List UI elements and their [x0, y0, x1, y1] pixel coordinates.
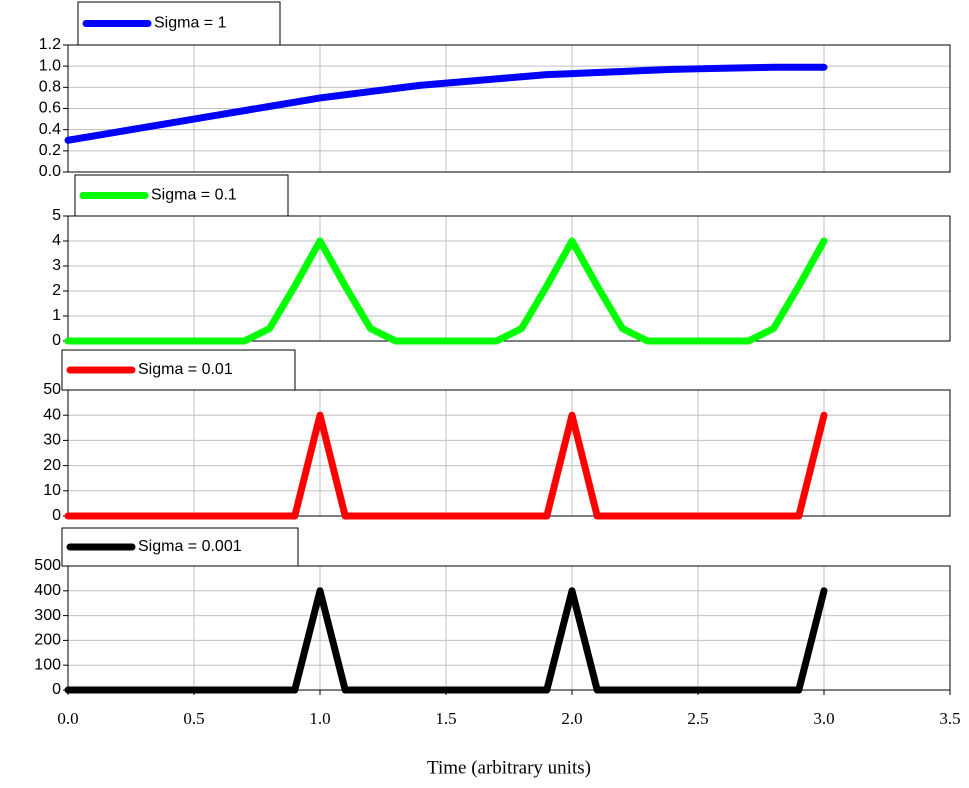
x-tick-label: 0.0: [57, 709, 78, 728]
x-tick-label: 0.5: [183, 709, 204, 728]
y-tick-label: 0.8: [39, 79, 61, 96]
y-tick-label: 1: [52, 307, 61, 324]
y-tick-label: 4: [52, 232, 61, 249]
y-tick-label: 0: [52, 332, 61, 349]
x-tick-label: 1.0: [309, 709, 330, 728]
legend-label: Sigma = 1: [154, 15, 227, 32]
legend-label: Sigma = 0.01: [138, 361, 233, 378]
legend-box: [61, 527, 299, 567]
x-tick-label: 3.5: [939, 709, 960, 728]
y-tick-label: 100: [34, 656, 61, 673]
y-tick-label: 0.2: [39, 142, 61, 159]
series-line: [64, 237, 828, 345]
plot-border: [67, 44, 951, 173]
y-tick-label: 300: [34, 607, 61, 624]
legend-label: Sigma = 0.001: [138, 538, 242, 555]
series-line: [64, 63, 828, 144]
x-tick-label: 3.0: [813, 709, 834, 728]
y-tick-label: 0.0: [39, 163, 61, 180]
y-tick-label: 0.6: [39, 100, 61, 117]
y-tick-label: 500: [34, 557, 61, 574]
y-tick-label: 3: [52, 257, 61, 274]
y-tick-label: 400: [34, 582, 61, 599]
y-tick-label: 1.2: [39, 36, 61, 53]
x-axis-label: Time (arbitrary units): [427, 757, 591, 778]
y-tick-label: 10: [43, 482, 61, 499]
y-tick-label: 2: [52, 282, 61, 299]
y-tick-label: 40: [43, 406, 61, 423]
y-tick-label: 20: [43, 457, 61, 474]
plot-area: [67, 215, 951, 342]
y-tick-label: 5: [52, 207, 61, 224]
y-tick-label: 30: [43, 432, 61, 449]
y-tick-label: 50: [43, 381, 61, 398]
plot-border: [67, 215, 951, 342]
y-tick-label: 1.0: [39, 57, 61, 74]
y-tick-label: 0: [52, 507, 61, 524]
y-tick-label: 200: [34, 632, 61, 649]
series-line: [64, 411, 828, 520]
series-line: [64, 587, 828, 694]
x-tick-label: 2.0: [561, 709, 582, 728]
y-tick-label: 0: [52, 681, 61, 698]
legend-label: Sigma = 0.1: [151, 187, 237, 204]
x-tick-label: 1.5: [435, 709, 456, 728]
x-tick-label: 2.5: [687, 709, 708, 728]
y-tick-label: 0.4: [39, 121, 61, 138]
